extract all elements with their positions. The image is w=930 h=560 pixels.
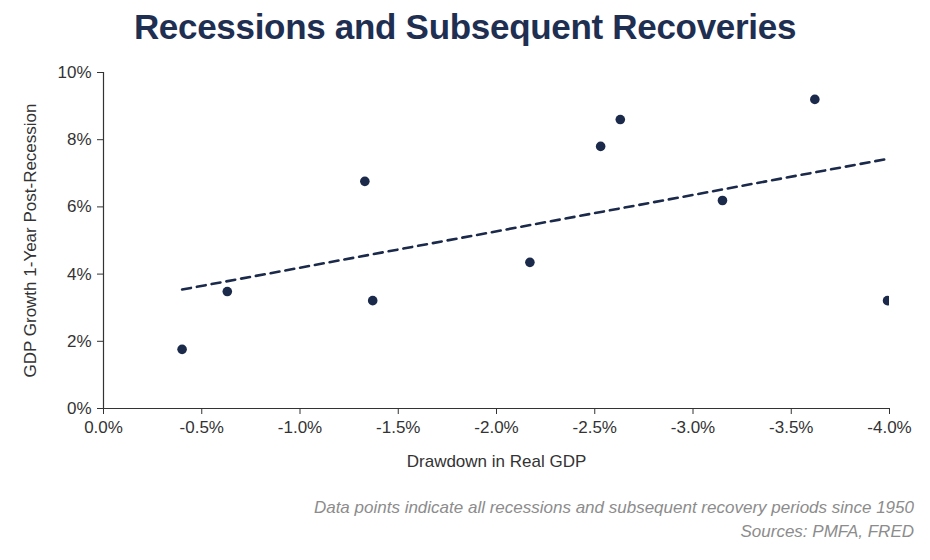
svg-text:-1.0%: -1.0%	[278, 418, 322, 437]
svg-text:-4.0%: -4.0%	[867, 418, 911, 437]
svg-text:Drawdown in Real GDP: Drawdown in Real GDP	[407, 452, 587, 471]
svg-text:-2.5%: -2.5%	[573, 418, 617, 437]
svg-text:-1.5%: -1.5%	[376, 418, 420, 437]
svg-text:6%: 6%	[67, 197, 92, 216]
svg-text:-3.0%: -3.0%	[671, 418, 715, 437]
svg-text:2%: 2%	[67, 332, 92, 351]
html-text:Recessions and Subsequent Reco: Recessions and Subsequent Recoveries	[133, 7, 797, 46]
svg-text:0%: 0%	[67, 399, 92, 418]
svg-text:8%: 8%	[67, 130, 92, 149]
svg-text:10%: 10%	[57, 63, 91, 82]
html-text:Sources: PMFA, FRED: Sources: PMFA, FRED	[740, 522, 914, 541]
svg-text:-3.5%: -3.5%	[769, 418, 813, 437]
svg-text:0.0%: 0.0%	[84, 418, 123, 437]
html-text:Data points indicate all reces: Data points indicate all recessions and …	[313, 498, 914, 517]
svg-text:GDP Growth 1-Year Post-Recessi: GDP Growth 1-Year Post-Recession	[21, 103, 40, 377]
svg-text:-0.5%: -0.5%	[180, 418, 224, 437]
svg-text:4%: 4%	[67, 265, 92, 284]
svg-text:-2.0%: -2.0%	[474, 418, 518, 437]
